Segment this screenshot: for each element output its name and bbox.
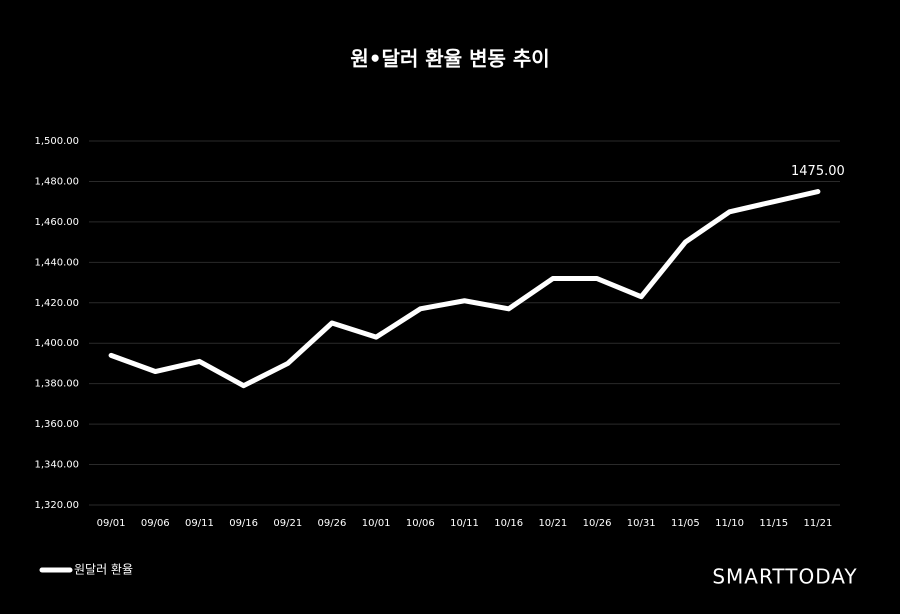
x-tick-label: 10/11: [450, 518, 479, 529]
x-tick-label: 10/21: [538, 518, 567, 529]
x-tick-label: 10/26: [583, 518, 612, 529]
y-tick-label: 1,460.00: [34, 217, 79, 228]
x-tick-label: 11/15: [759, 518, 788, 529]
x-tick-label: 11/21: [803, 518, 832, 529]
x-tick-label: 09/06: [141, 518, 170, 529]
x-tick-label: 10/16: [494, 518, 523, 529]
data-label: 1475.00: [791, 164, 845, 179]
y-tick-label: 1,400.00: [34, 338, 79, 349]
x-tick-label: 11/10: [715, 518, 744, 529]
y-tick-label: 1,440.00: [34, 257, 79, 268]
watermark: SMARTTODAY: [712, 565, 857, 589]
x-tick-label: 09/21: [273, 518, 302, 529]
y-tick-label: 1,360.00: [34, 419, 79, 430]
legend-label: 원달러 환율: [74, 563, 133, 577]
y-tick-label: 1,500.00: [34, 136, 79, 147]
x-tick-label: 09/26: [318, 518, 347, 529]
x-tick-label: 10/01: [362, 518, 391, 529]
x-tick-label: 09/16: [229, 518, 258, 529]
chart-title: 원•달러 환율 변동 추이: [350, 47, 549, 71]
y-tick-label: 1,380.00: [34, 379, 79, 390]
x-tick-label: 11/05: [671, 518, 700, 529]
x-tick-label: 10/06: [406, 518, 435, 529]
x-tick-label: 09/11: [185, 518, 214, 529]
x-tick-label: 09/01: [97, 518, 126, 529]
y-tick-label: 1,420.00: [34, 298, 79, 309]
y-tick-label: 1,320.00: [34, 500, 79, 511]
line: [108, 189, 821, 389]
x-tick-label: 10/31: [627, 518, 656, 529]
y-tick-label: 1,480.00: [34, 176, 79, 187]
y-tick-label: 1,340.00: [34, 460, 79, 471]
